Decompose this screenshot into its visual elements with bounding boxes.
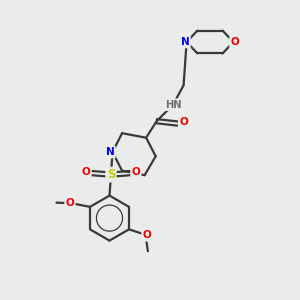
Text: S: S [107, 168, 115, 181]
Text: HN: HN [165, 100, 182, 110]
Text: O: O [82, 167, 91, 177]
Text: O: O [142, 230, 152, 240]
Text: O: O [131, 167, 140, 177]
Text: O: O [230, 37, 239, 47]
Text: O: O [179, 117, 188, 127]
Text: N: N [106, 147, 115, 157]
Text: N: N [181, 37, 190, 47]
Text: O: O [65, 198, 74, 208]
